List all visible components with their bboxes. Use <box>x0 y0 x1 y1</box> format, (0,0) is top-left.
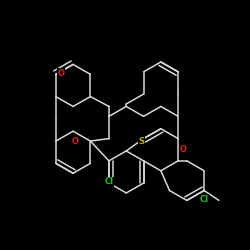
Text: O: O <box>57 68 64 78</box>
Text: O: O <box>180 145 186 154</box>
Text: S: S <box>138 136 144 145</box>
Text: Cl: Cl <box>200 195 209 204</box>
Text: Cl: Cl <box>104 177 114 186</box>
Text: O: O <box>72 136 79 145</box>
